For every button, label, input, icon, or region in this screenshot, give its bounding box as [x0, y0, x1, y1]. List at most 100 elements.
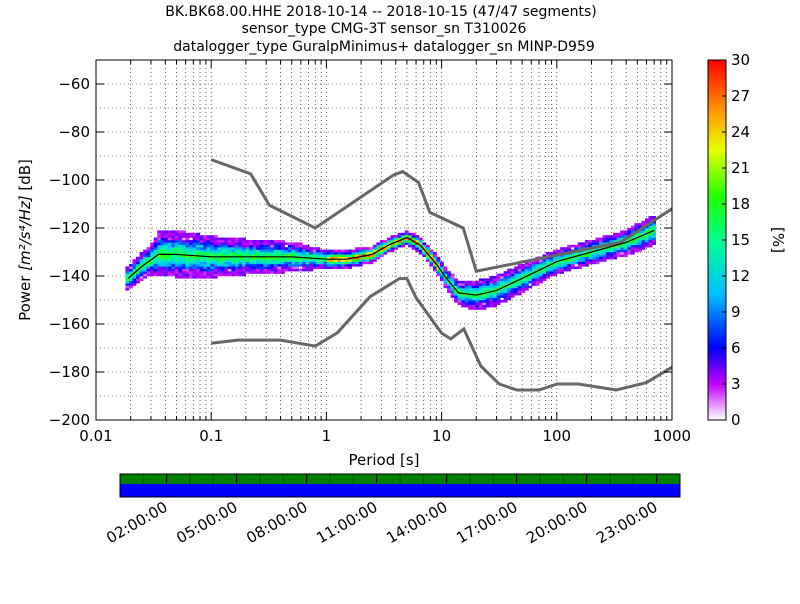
density-cell [238, 273, 243, 277]
density-cell [517, 288, 522, 291]
density-cell [181, 252, 186, 255]
density-cell [376, 247, 381, 250]
density-cell [280, 247, 285, 250]
density-cell [457, 300, 462, 303]
density-cell [224, 237, 229, 241]
density-cell [627, 237, 632, 241]
density-cell [192, 237, 197, 241]
density-cell [245, 240, 250, 243]
density-cell [521, 273, 526, 277]
density-cell [531, 264, 536, 267]
density-cell [217, 249, 222, 253]
density-cell [181, 271, 186, 274]
density-cell [489, 285, 494, 289]
density-cell [192, 268, 197, 272]
density-cell [174, 242, 179, 245]
density-cell [358, 261, 363, 265]
density-cell [492, 278, 497, 281]
density-cell [231, 264, 236, 267]
density-cell [641, 223, 646, 226]
density-cell [500, 300, 504, 303]
density-cell [231, 259, 236, 262]
density-cell [443, 283, 448, 286]
density-cell [210, 259, 215, 262]
density-cell [132, 280, 137, 284]
density-cell [641, 242, 646, 245]
density-cell [514, 290, 519, 293]
density-cell [574, 261, 579, 265]
y-tick-label: −140 [49, 267, 90, 285]
density-cell [404, 237, 409, 241]
density-cell [199, 256, 204, 260]
density-cell [563, 268, 568, 272]
density-cell [570, 266, 575, 269]
density-cell [312, 266, 317, 269]
density-cell [150, 273, 155, 277]
density-cell [270, 261, 275, 265]
density-cell [309, 249, 314, 253]
density-cell [242, 268, 246, 272]
density-cell [263, 249, 268, 253]
density-cell [231, 252, 236, 255]
density-cell [125, 276, 130, 279]
density-cell [570, 259, 575, 262]
density-cell [623, 242, 628, 245]
density-cell [386, 249, 391, 253]
density-cell [369, 247, 374, 250]
density-cell [471, 304, 476, 308]
density-cell [128, 276, 133, 279]
density-cell [503, 292, 508, 296]
density-cell [280, 249, 285, 253]
density-cell [411, 232, 416, 236]
density-cell [206, 261, 211, 265]
coverage-strip: 02:00:00 05:00:00 08:00:00 11:00:00 14:00:00… [103, 473, 681, 547]
density-cell [348, 252, 353, 255]
density-cell [496, 280, 501, 284]
density-cell [217, 271, 222, 274]
density-cell [203, 249, 208, 253]
density-cell [298, 256, 303, 260]
density-cell [588, 256, 593, 260]
density-cell [273, 261, 278, 265]
density-cell [549, 273, 554, 277]
density-cell [174, 230, 179, 233]
density-cell [613, 235, 618, 238]
noise-model-lines [127, 158, 672, 392]
density-cell [581, 252, 586, 255]
density-cell [206, 235, 211, 238]
density-cell [206, 247, 211, 250]
density-cell [372, 249, 377, 253]
density-cell [189, 235, 193, 238]
density-cell [637, 225, 642, 229]
colorbar-tick-label: 15 [731, 231, 750, 249]
density-cell [567, 254, 572, 257]
density-cell [538, 273, 543, 277]
density-cell [637, 247, 642, 250]
density-cell [436, 261, 441, 265]
density-cell [231, 273, 236, 277]
density-cell [263, 240, 268, 243]
density-cell [535, 266, 540, 269]
density-cell [436, 268, 441, 272]
density-cell [595, 254, 600, 257]
density-cell [454, 278, 459, 281]
density-cell [309, 254, 314, 257]
density-cell [206, 249, 211, 253]
density-cell [146, 268, 151, 272]
density-cell [443, 273, 448, 277]
density-cell [623, 249, 628, 253]
density-cell [295, 256, 299, 260]
density-cell [634, 223, 639, 226]
density-cell [355, 254, 360, 257]
colorbar-tick-label: 3 [731, 375, 741, 393]
density-cell [397, 232, 402, 236]
density-cell [333, 252, 338, 255]
density-cell [468, 295, 473, 298]
density-cell [277, 264, 282, 267]
density-cell [196, 232, 201, 236]
density-cell [436, 273, 441, 277]
x-tick-label: 1000 [653, 427, 691, 445]
density-cell [447, 276, 451, 279]
x-tick-label: 0.1 [199, 427, 223, 445]
density-cell [128, 285, 133, 289]
